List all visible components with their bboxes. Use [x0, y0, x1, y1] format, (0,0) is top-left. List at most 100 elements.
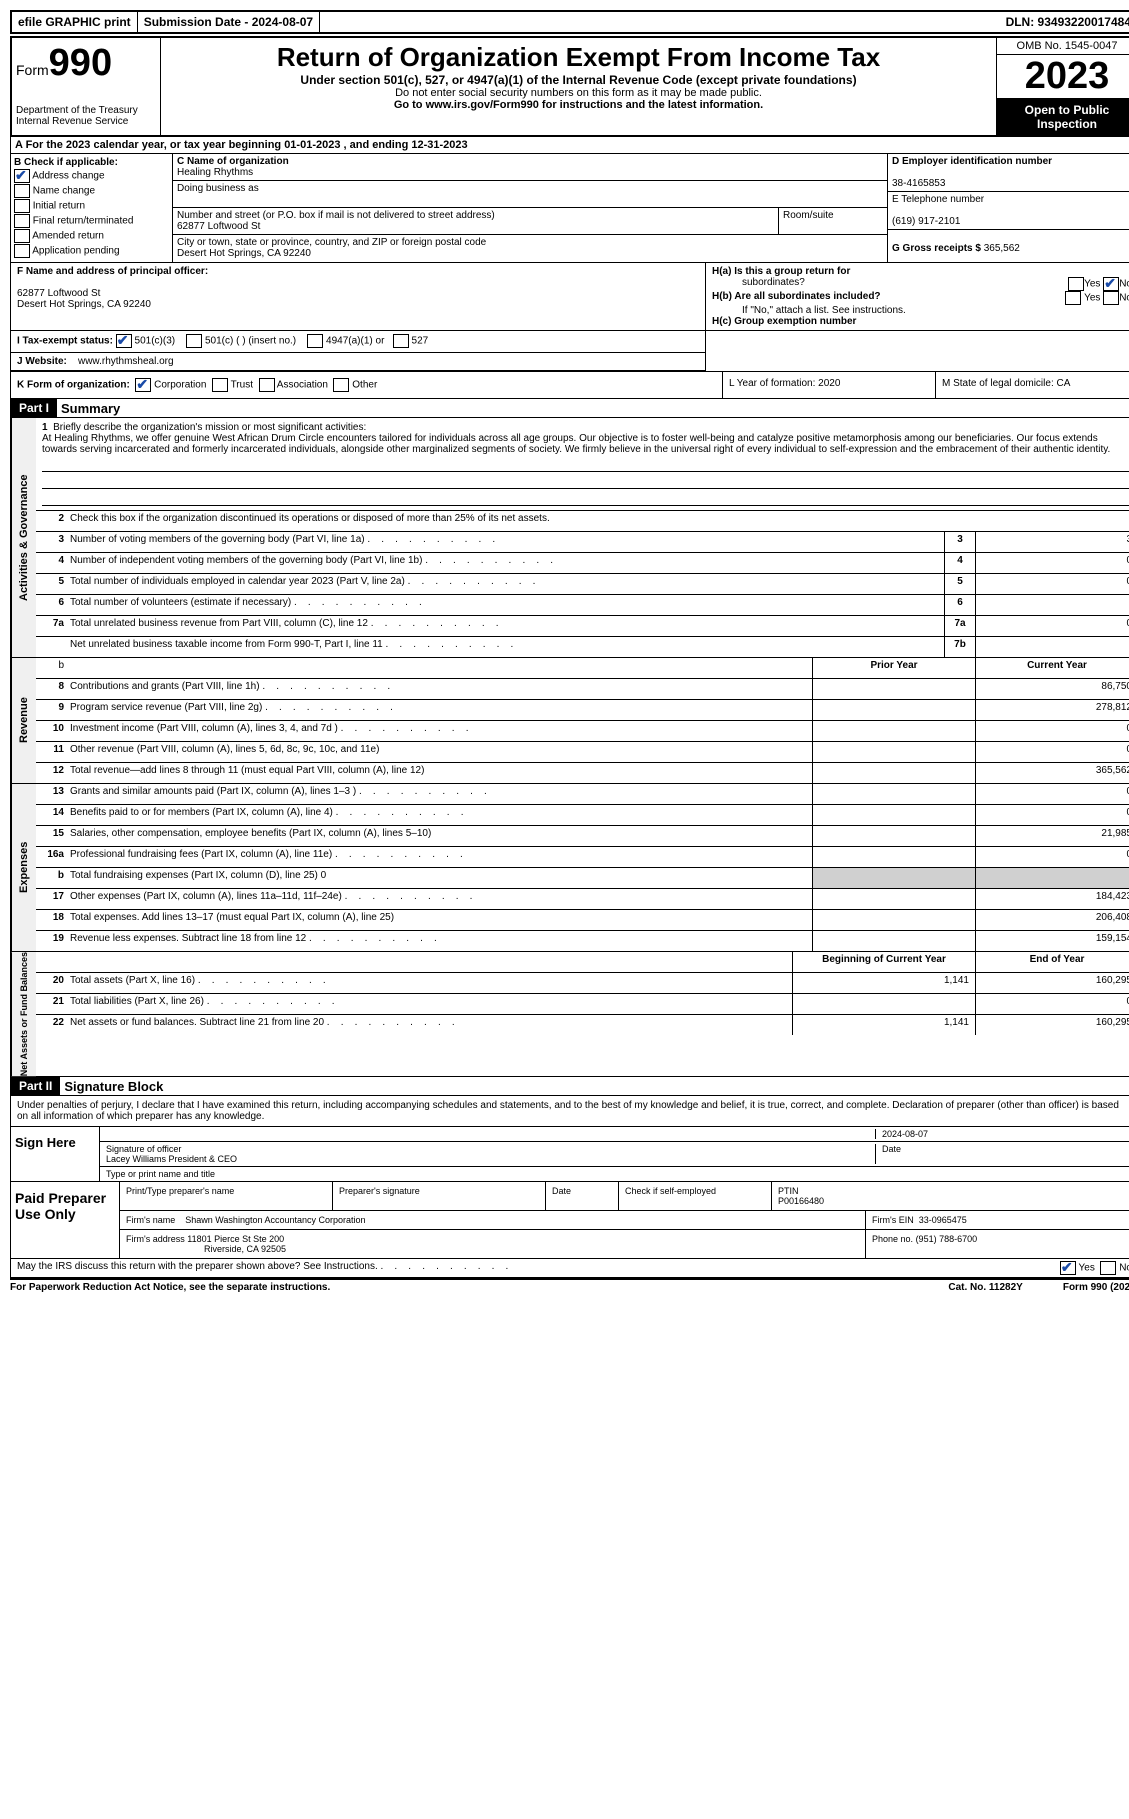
form-title: Return of Organization Exempt From Incom…	[165, 42, 992, 73]
section-f: F Name and address of principal officer:…	[11, 263, 706, 330]
side-governance: Activities & Governance	[11, 418, 36, 657]
check-527[interactable]	[393, 334, 409, 348]
val-20b: 1,141	[792, 973, 975, 993]
city-state-zip: Desert Hot Springs, CA 92240	[177, 248, 311, 259]
prior-year-header: Prior Year	[812, 658, 975, 678]
mission-text: At Healing Rhythms, we offer genuine Wes…	[42, 433, 1110, 455]
sig-date: 2024-08-07	[876, 1129, 1129, 1139]
dept-treasury: Department of the Treasury Internal Reve…	[16, 105, 156, 127]
room-suite: Room/suite	[779, 208, 887, 234]
form-subtitle: Under section 501(c), 527, or 4947(a)(1)…	[165, 73, 992, 87]
val-13: 0	[975, 784, 1129, 804]
check-initial-return[interactable]: Initial return	[14, 199, 169, 213]
goto-link[interactable]: Go to www.irs.gov/Form990 for instructio…	[165, 99, 992, 111]
top-bar: efile GRAPHIC print Submission Date - 20…	[10, 10, 1129, 34]
part1-label: Part I	[11, 399, 57, 417]
val-22e: 160,295	[975, 1015, 1129, 1035]
val-4: 0	[975, 553, 1129, 573]
ptin-value: P00166480	[778, 1196, 824, 1206]
val-6	[975, 595, 1129, 615]
line-1: 1 Briefly describe the organization's mi…	[36, 418, 1129, 511]
check-501c[interactable]	[186, 334, 202, 348]
side-expenses: Expenses	[11, 784, 36, 951]
open-inspection: Open to Public Inspection	[997, 99, 1129, 135]
check-4947[interactable]	[307, 334, 323, 348]
part2-header: Part II Signature Block	[10, 1077, 1129, 1096]
check-assoc[interactable]	[259, 378, 275, 392]
ssn-note: Do not enter social security numbers on …	[165, 87, 992, 99]
check-application[interactable]: Application pending	[14, 244, 169, 258]
submission-date: Submission Date - 2024-08-07	[138, 12, 320, 32]
section-fh: F Name and address of principal officer:…	[10, 263, 1129, 331]
signature-block: Under penalties of perjury, I declare th…	[10, 1096, 1129, 1259]
declaration-text: Under penalties of perjury, I declare th…	[11, 1096, 1129, 1126]
section-bcdefg: B Check if applicable: Address change Na…	[10, 154, 1129, 263]
part2-label: Part II	[11, 1077, 60, 1095]
section-l: L Year of formation: 2020	[723, 372, 936, 398]
discuss-no[interactable]	[1100, 1261, 1116, 1275]
val-7a: 0	[975, 616, 1129, 636]
val-3: 3	[975, 532, 1129, 552]
section-i: I Tax-exempt status: 501(c)(3) 501(c) ( …	[11, 331, 706, 371]
part1-title: Summary	[57, 401, 120, 416]
section-k: K Form of organization: Corporation Trus…	[11, 372, 723, 398]
check-other[interactable]	[333, 378, 349, 392]
form-prefix: Form	[16, 62, 49, 78]
val-16a: 0	[975, 847, 1129, 867]
form-header: Form990 Department of the Treasury Inter…	[10, 36, 1129, 137]
header-center: Return of Organization Exempt From Incom…	[161, 38, 996, 135]
firm-ein: 33-0965475	[919, 1215, 967, 1225]
cat-number: Cat. No. 11282Y	[948, 1282, 1022, 1293]
efile-label: efile GRAPHIC print	[12, 12, 138, 32]
val-10: 0	[975, 721, 1129, 741]
section-klm: K Form of organization: Corporation Trus…	[10, 372, 1129, 399]
check-amended[interactable]: Amended return	[14, 229, 169, 243]
preparer-label: Paid Preparer Use Only	[11, 1182, 120, 1258]
section-ij: I Tax-exempt status: 501(c)(3) 501(c) ( …	[10, 331, 1129, 372]
check-final-return[interactable]: Final return/terminated	[14, 214, 169, 228]
val-8: 86,750	[975, 679, 1129, 699]
street-block: Number and street (or P.O. box if mail i…	[173, 208, 887, 235]
officer-name: Lacey Williams President & CEO	[106, 1154, 237, 1164]
ein-value: 38-4165853	[892, 178, 945, 189]
ein-block: D Employer identification number 38-4165…	[888, 154, 1129, 192]
current-year-header: Current Year	[975, 658, 1129, 678]
phone-block: E Telephone number (619) 917-2101	[888, 192, 1129, 230]
line-a: A For the 2023 calendar year, or tax yea…	[10, 137, 1129, 154]
section-c: C Name of organization Healing Rhythms D…	[173, 154, 888, 262]
check-corp[interactable]	[135, 378, 151, 392]
section-h-cont	[706, 331, 1129, 371]
check-501c3[interactable]	[116, 334, 132, 348]
paperwork-notice: For Paperwork Reduction Act Notice, see …	[10, 1282, 330, 1293]
val-20e: 160,295	[975, 973, 1129, 993]
discuss-yes[interactable]	[1060, 1261, 1076, 1275]
check-address-change[interactable]: Address change	[14, 169, 169, 183]
netassets-section: Net Assets or Fund Balances Beginning of…	[10, 952, 1129, 1077]
sign-here-row: Sign Here 2024-08-07 Signature of office…	[11, 1126, 1129, 1181]
expenses-section: Expenses 13Grants and similar amounts pa…	[10, 784, 1129, 952]
val-18: 206,408	[975, 910, 1129, 930]
val-14: 0	[975, 805, 1129, 825]
header-left: Form990 Department of the Treasury Inter…	[12, 38, 161, 135]
firm-name: Shawn Washington Accountancy Corporation	[185, 1215, 365, 1225]
val-19: 159,154	[975, 931, 1129, 951]
org-name: Healing Rhythms	[177, 167, 253, 178]
val-7b	[975, 637, 1129, 657]
dba-block: Doing business as	[173, 181, 887, 208]
val-11: 0	[975, 742, 1129, 762]
omb-number: OMB No. 1545-0047	[997, 38, 1129, 55]
section-deg: D Employer identification number 38-4165…	[888, 154, 1129, 262]
header-right: OMB No. 1545-0047 2023 Open to Public In…	[996, 38, 1129, 135]
form-ref: Form 990 (2023)	[1063, 1282, 1129, 1293]
form-number: 990	[49, 42, 112, 84]
check-name-change[interactable]: Name change	[14, 184, 169, 198]
val-21e: 0	[975, 994, 1129, 1014]
preparer-phone: (951) 788-6700	[916, 1234, 978, 1244]
side-revenue: Revenue	[11, 658, 36, 783]
begin-year-header: Beginning of Current Year	[792, 952, 975, 972]
check-trust[interactable]	[212, 378, 228, 392]
val-22b: 1,141	[792, 1015, 975, 1035]
section-b-title: B Check if applicable:	[14, 157, 118, 168]
website-value[interactable]: www.rhythmsheal.org	[78, 356, 174, 367]
phone-value: (619) 917-2101	[892, 216, 960, 227]
